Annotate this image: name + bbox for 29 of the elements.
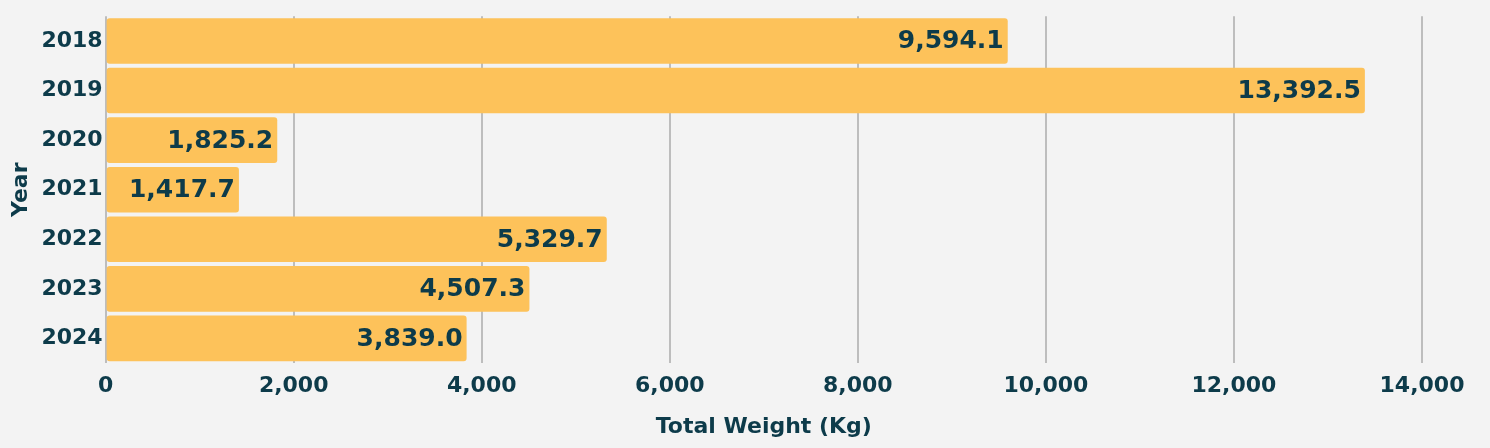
x-axis-title: Total Weight (Kg) <box>655 412 872 438</box>
y-tick-label: 2023 <box>41 274 103 300</box>
bar <box>106 266 530 312</box>
x-tick-label: 12,000 <box>1191 372 1277 398</box>
bar <box>106 18 1008 64</box>
data-label: 5,329.7 <box>496 223 603 253</box>
y-tick-label: 2021 <box>41 175 103 201</box>
x-tick-label: 2,000 <box>258 372 329 398</box>
y-tick-label: 2018 <box>41 26 103 52</box>
x-tick-label: 0 <box>97 372 114 398</box>
bar <box>106 315 467 362</box>
data-label: 9,594.1 <box>897 25 1004 55</box>
x-tick-label: 10,000 <box>1003 372 1089 398</box>
x-tick-label: 4,000 <box>446 372 517 398</box>
data-label: 4,507.3 <box>419 273 526 303</box>
bar <box>106 216 607 263</box>
data-label: 3,839.0 <box>356 322 463 352</box>
y-tick-label: 2019 <box>41 76 103 102</box>
bar <box>106 67 1365 114</box>
y-tick-label: 2020 <box>41 125 103 151</box>
data-label: 13,392.5 <box>1237 75 1361 105</box>
y-tick-label: 2022 <box>41 224 103 250</box>
data-label: 1,825.2 <box>167 124 274 154</box>
x-tick-label: 8,000 <box>823 372 893 398</box>
x-tick-label: 14,000 <box>1379 372 1465 398</box>
y-axis-title: Year <box>6 162 32 218</box>
x-tick-label: 6,000 <box>634 372 705 398</box>
y-tick-label: 2024 <box>41 324 103 350</box>
data-label: 1,417.7 <box>128 174 235 204</box>
